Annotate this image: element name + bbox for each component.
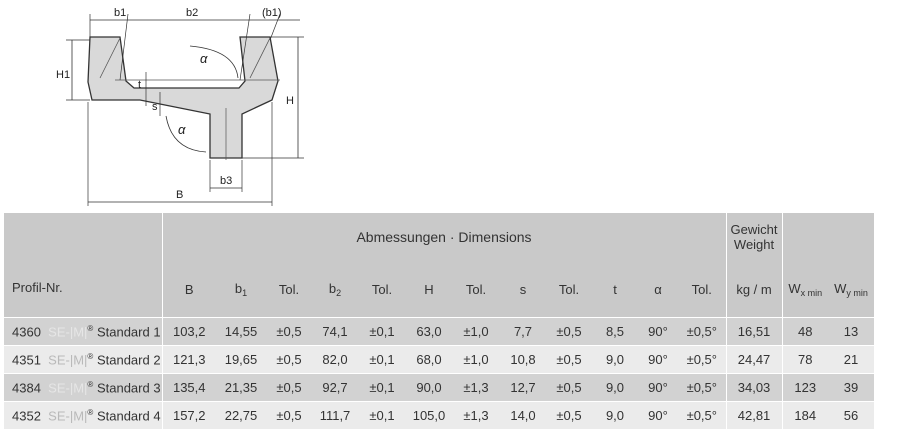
label-b1-right: (b1) <box>262 7 282 19</box>
table-cell: 10,8 <box>500 346 546 374</box>
table-cell: 135,4 <box>162 374 216 402</box>
table-cell: 92,7 <box>312 374 358 402</box>
table-cell: 24,47 <box>726 346 782 374</box>
col-wx-min: Wx min <box>782 261 828 318</box>
profile-diagram: b1 b2 (b1) H1 H t s α α b3 B <box>0 0 902 212</box>
table-cell: 103,2 <box>162 318 216 346</box>
table-cell: 12,7 <box>500 374 546 402</box>
col-alpha: α <box>638 261 678 318</box>
table-cell: 19,65 <box>216 346 266 374</box>
col-H: H <box>406 261 452 318</box>
label-B: B <box>176 189 183 201</box>
table-cell: 8,5 <box>592 318 638 346</box>
col-tol-b2: Tol. <box>358 261 406 318</box>
table-cell: 9,0 <box>592 374 638 402</box>
table-cell: ±1,0 <box>452 318 500 346</box>
col-tol-b1: Tol. <box>266 261 312 318</box>
label-H: H <box>286 95 294 107</box>
table-cell: ±0,5 <box>546 318 592 346</box>
profile-name-cell: 4384 SE-|M|® Standard 3 <box>4 374 162 402</box>
table-cell: ±0,1 <box>358 374 406 402</box>
col-tol-H: Tol. <box>452 261 500 318</box>
table-cell: 90° <box>638 346 678 374</box>
col-tol-s: Tol. <box>546 261 592 318</box>
table-cell: 16,51 <box>726 318 782 346</box>
col-t: t <box>592 261 638 318</box>
col-b2: b2 <box>312 261 358 318</box>
table-cell: 121,3 <box>162 346 216 374</box>
col-b1: b1 <box>216 261 266 318</box>
header-weight: Gewicht Weight <box>726 213 782 261</box>
col-B: B <box>162 261 216 318</box>
table-cell: ±1,0 <box>452 346 500 374</box>
table-cell: ±0,1 <box>358 318 406 346</box>
table-cell: 7,7 <box>500 318 546 346</box>
table-cell: 123 <box>782 374 828 402</box>
table-cell: 68,0 <box>406 346 452 374</box>
table-cell: ±0,5 <box>546 374 592 402</box>
col-tol-alpha: Tol. <box>678 261 726 318</box>
table-cell: 21 <box>828 346 874 374</box>
col-kg-m: kg / m <box>726 261 782 318</box>
table-cell: 78 <box>782 346 828 374</box>
col-s: s <box>500 261 546 318</box>
label-alpha-upper: α <box>200 51 208 66</box>
table-cell: ±0,5° <box>678 318 726 346</box>
profile-name-cell: 4351 SE-|M|® Standard 2 <box>4 346 162 374</box>
table-cell: 48 <box>782 318 828 346</box>
dimensions-table: Profil-Nr. Abmessungen · Dimensions Gewi… <box>4 213 874 429</box>
table-cell: 74,1 <box>312 318 358 346</box>
table-cell: ±0,5° <box>678 374 726 402</box>
table-cell: ±0,5 <box>266 346 312 374</box>
table-cell: ±0,5° <box>678 346 726 374</box>
table-cell: ±0,5 <box>266 318 312 346</box>
table-cell: 90,0 <box>406 374 452 402</box>
table-cell: ±1,3 <box>452 374 500 402</box>
header-moments <box>782 213 874 261</box>
label-b1-left: b1 <box>114 7 126 19</box>
table-cell: 90° <box>638 374 678 402</box>
label-t: t <box>138 79 141 91</box>
table-cell: 14,55 <box>216 318 266 346</box>
profile-cross-section <box>88 37 278 158</box>
table-cell: ±0,5 <box>266 374 312 402</box>
label-H1: H1 <box>56 69 70 81</box>
table-cell: 13 <box>828 318 874 346</box>
table-cell: 82,0 <box>312 346 358 374</box>
label-b2: b2 <box>186 7 198 19</box>
table-cell: 90° <box>638 318 678 346</box>
col-wy-min: Wy min <box>828 261 874 318</box>
profile-name-cell: 4360 SE-|M|® Standard 1 <box>4 318 162 346</box>
table-cell: 21,35 <box>216 374 266 402</box>
header-dimensions: Abmessungen · Dimensions <box>162 213 726 261</box>
table-cell: 39 <box>828 374 874 402</box>
label-s: s <box>152 101 158 113</box>
table-cell: ±0,5 <box>546 346 592 374</box>
table-cell: ±0,1 <box>358 346 406 374</box>
label-b3: b3 <box>220 175 232 187</box>
table-cell: 9,0 <box>592 346 638 374</box>
table-cell: 63,0 <box>406 318 452 346</box>
header-profile-nr: Profil-Nr. <box>4 213 162 318</box>
label-alpha-lower: α <box>178 122 186 137</box>
table-cell: 34,03 <box>726 374 782 402</box>
